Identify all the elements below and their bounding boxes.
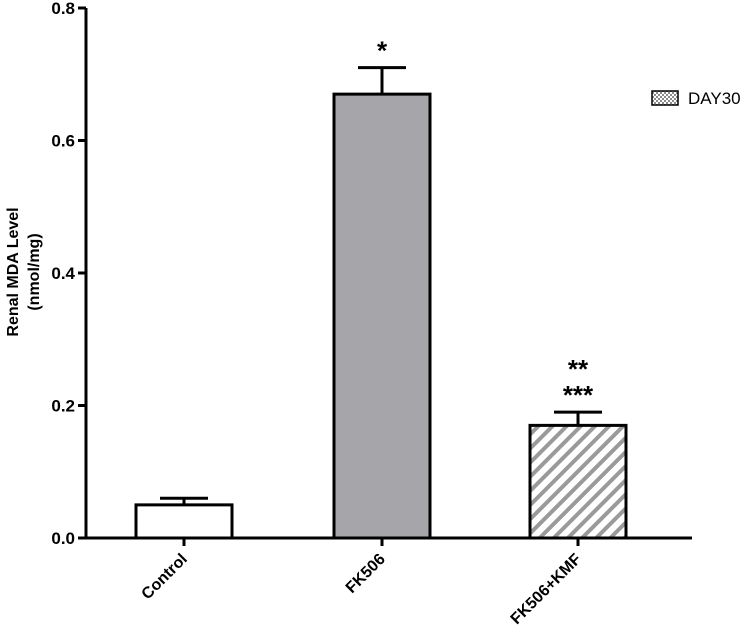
bars bbox=[134, 92, 628, 540]
significance-annotations: ****** bbox=[377, 36, 594, 411]
significance-marker: * bbox=[377, 36, 388, 66]
bar-fk506-kmf bbox=[528, 423, 628, 540]
y-axis-label-line-2: (nmol/mg) bbox=[26, 233, 43, 310]
bar-fk506 bbox=[332, 92, 432, 540]
error-bars bbox=[160, 66, 602, 505]
significance-marker: *** bbox=[563, 380, 594, 410]
x-tick-label: Control bbox=[139, 551, 191, 603]
y-axis-ticks: 0.0 0.2 0.4 0.6 0.8 bbox=[51, 0, 86, 548]
x-tick-label: FK506+KMF bbox=[508, 551, 585, 628]
y-tick-label: 0.8 bbox=[51, 0, 75, 18]
y-axis-label-line-1: Renal MDA Level bbox=[5, 207, 22, 336]
y-tick-label: 0.0 bbox=[51, 529, 75, 548]
y-tick-label: 0.6 bbox=[51, 132, 75, 151]
legend-swatch bbox=[651, 90, 679, 106]
x-tick-label: FK506 bbox=[343, 551, 389, 597]
bar-control bbox=[134, 503, 234, 540]
x-axis-ticks: Control FK506 FK506+KMF bbox=[139, 538, 585, 628]
legend: DAY30 bbox=[651, 89, 741, 108]
y-axis-label: Renal MDA Level (nmol/mg) bbox=[5, 207, 43, 336]
significance-marker: ** bbox=[568, 354, 589, 384]
y-tick-label: 0.2 bbox=[51, 397, 75, 416]
y-tick-label: 0.4 bbox=[51, 264, 75, 283]
legend-label: DAY30 bbox=[688, 89, 741, 108]
